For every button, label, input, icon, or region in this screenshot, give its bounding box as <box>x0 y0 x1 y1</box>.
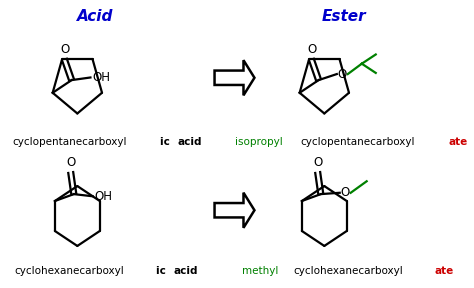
Text: ic: ic <box>155 266 169 276</box>
Text: O: O <box>307 43 316 56</box>
Text: O: O <box>66 156 75 169</box>
Text: Ester: Ester <box>322 9 366 24</box>
Text: O: O <box>338 68 347 81</box>
Text: O: O <box>60 43 69 56</box>
Text: Acid: Acid <box>77 9 113 24</box>
Text: ic: ic <box>160 137 173 147</box>
Polygon shape <box>215 193 255 228</box>
Polygon shape <box>215 60 255 95</box>
Text: ate: ate <box>448 137 467 147</box>
Text: cyclohexanecarboxyl: cyclohexanecarboxyl <box>293 266 403 276</box>
Text: isopropyl: isopropyl <box>235 137 285 147</box>
Text: ate: ate <box>435 266 454 276</box>
Text: cyclopentanecarboxyl: cyclopentanecarboxyl <box>301 137 415 147</box>
Text: acid: acid <box>178 137 202 147</box>
Text: O: O <box>341 186 350 199</box>
Text: OH: OH <box>92 71 110 84</box>
Text: methyl: methyl <box>242 266 282 276</box>
Text: acid: acid <box>173 266 198 276</box>
Text: cyclopentanecarboxyl: cyclopentanecarboxyl <box>12 137 127 147</box>
Text: O: O <box>313 156 322 169</box>
Text: OH: OH <box>95 190 113 203</box>
Text: cyclohexanecarboxyl: cyclohexanecarboxyl <box>14 266 124 276</box>
